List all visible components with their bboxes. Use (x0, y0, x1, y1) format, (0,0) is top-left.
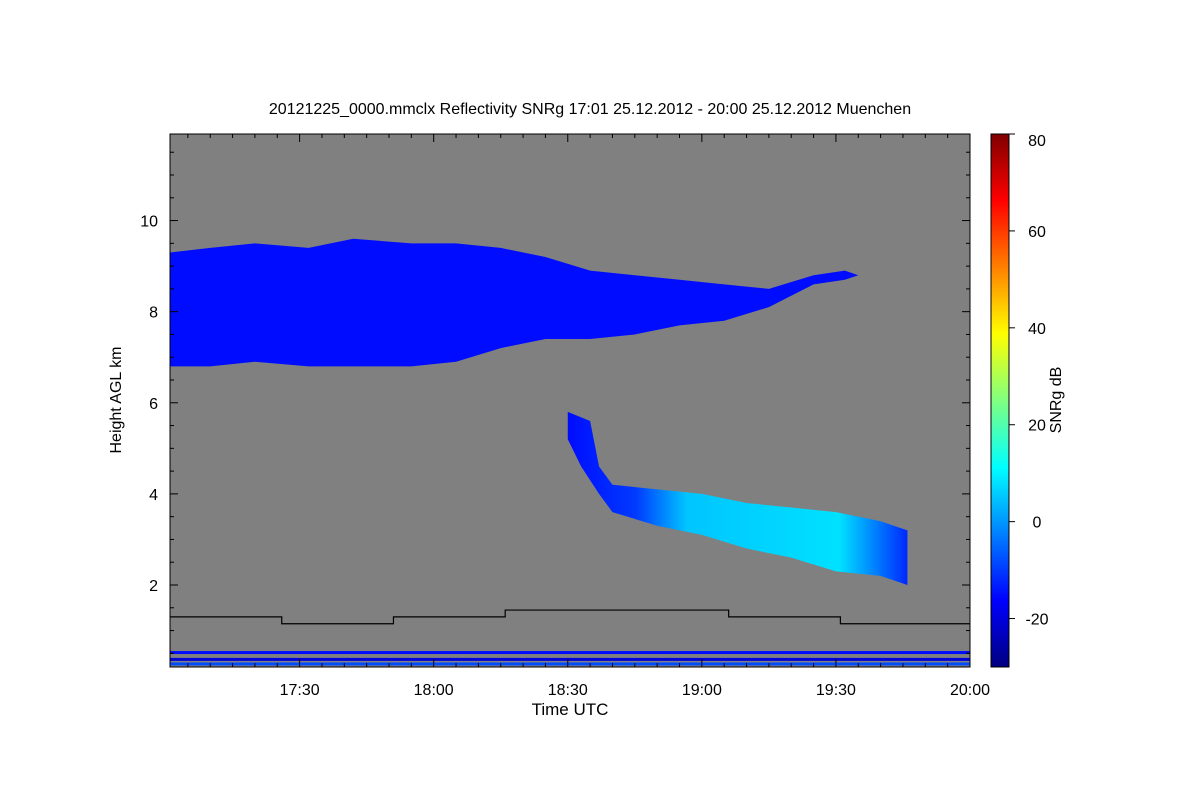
y-axis: 2 4 6 8 10 (140, 151, 970, 654)
colorbar-tick-label: 40 (1028, 321, 1046, 338)
y-tick-label: 6 (149, 396, 158, 413)
colorbar-tick-label: -20 (1025, 612, 1048, 629)
x-tick-label: 19:30 (816, 682, 856, 699)
chart-title: 20121225_0000.mmclx Reflectivity SNRg 17… (269, 101, 911, 118)
ground-clutter-band (170, 651, 970, 655)
x-tick-label: 19:00 (682, 682, 722, 699)
colorbar-label: SNRg dB (1048, 367, 1065, 434)
plot-background (170, 134, 970, 667)
colorbar-tick-label: 0 (1033, 515, 1042, 532)
x-tick-label: 17:30 (280, 682, 320, 699)
colorbar-axis: -20 0 20 40 60 80 (1009, 133, 1049, 629)
boundary-layer-line (170, 609, 970, 625)
colorbar (990, 133, 1010, 668)
cloud-echoes (170, 238, 970, 666)
colorbar-tick-label: 60 (1028, 224, 1046, 241)
ground-clutter-band (170, 657, 970, 661)
x-axis-label: Time UTC (532, 700, 609, 719)
x-tick-label: 20:00 (950, 682, 990, 699)
y-tick-label: 10 (140, 214, 158, 231)
upper-cloud-layer (170, 238, 859, 367)
y-tick-label: 2 (149, 578, 158, 595)
lower-cloud-layer (567, 411, 908, 585)
ground-clutter-band (170, 662, 970, 666)
x-tick-label: 18:30 (548, 682, 588, 699)
plot-frame (169, 133, 971, 668)
colorbar-tick-label: 20 (1028, 418, 1046, 435)
y-tick-label: 8 (149, 305, 158, 322)
x-tick-label: 18:00 (414, 682, 454, 699)
colorbar-tick-label: 80 (1028, 133, 1046, 150)
x-axis: 17:30 18:00 18:30 19:00 19:30 20:00 (187, 134, 990, 699)
y-axis-label: Height AGL km (108, 346, 125, 453)
y-tick-label: 4 (149, 487, 158, 504)
